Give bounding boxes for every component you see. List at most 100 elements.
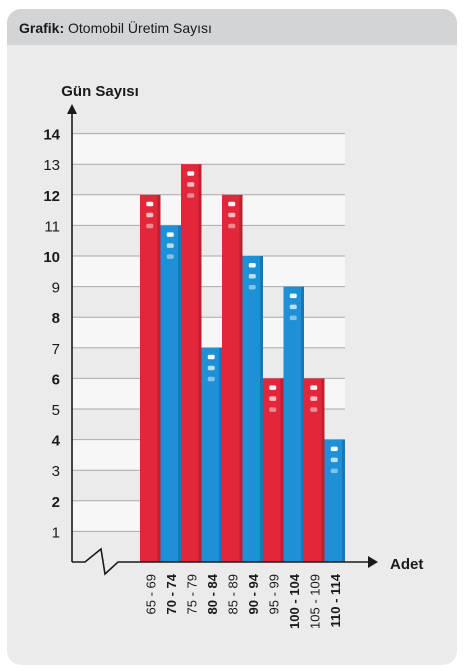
bar	[304, 378, 325, 562]
bar	[324, 439, 345, 562]
bar-105-109	[304, 378, 325, 562]
bar-shade	[260, 256, 263, 562]
y-tick-label: 1	[52, 524, 60, 541]
y-tick-label: 6	[52, 371, 60, 388]
bar-highlight	[269, 407, 277, 412]
bar-highlight	[310, 396, 318, 401]
y-tick-label: 9	[52, 280, 60, 297]
bar-highlight	[269, 396, 277, 401]
x-tick-label: 105 - 109	[307, 574, 322, 629]
bar-110-114	[324, 439, 345, 562]
y-tick-label: 11	[44, 218, 60, 235]
bar-highlight	[146, 201, 154, 207]
x-axis-line	[72, 547, 368, 576]
y-tick-label: 3	[52, 463, 60, 480]
bar-shade	[157, 194, 161, 563]
x-tick-label: 80 - 84	[205, 573, 220, 614]
y-tick-label: 2	[52, 494, 60, 511]
bar-highlight	[187, 171, 195, 176]
x-axis-arrow	[368, 556, 378, 568]
grid-band	[72, 133, 345, 165]
bar-shade	[342, 439, 345, 562]
bar-70-74	[160, 225, 181, 562]
bar	[222, 194, 243, 563]
bar-shade	[239, 194, 243, 563]
chart-title: Grafik: Otomobil Üretim Sayısı	[19, 20, 212, 36]
bar-shade	[321, 378, 325, 562]
bar-highlight	[330, 446, 338, 452]
grid-band	[72, 194, 345, 226]
bar-highlight	[289, 315, 297, 321]
y-tick-label: 13	[43, 157, 60, 174]
bar-highlight	[166, 243, 174, 248]
x-tick-label: 65 - 69	[143, 574, 158, 614]
bar-shade	[198, 164, 202, 562]
bar-highlight	[289, 304, 297, 310]
chart-header: Grafik: Otomobil Üretim Sayısı	[7, 9, 457, 45]
y-axis-label: Gün Sayısı	[61, 83, 139, 100]
bar-highlight	[269, 385, 277, 390]
bar-highlight	[166, 254, 174, 259]
bar	[160, 225, 181, 562]
bar-highlight	[166, 232, 174, 237]
bar-highlight	[228, 212, 236, 218]
grid-band	[72, 256, 345, 287]
bar	[181, 164, 202, 562]
bar-shade	[219, 347, 222, 562]
bar-100-104	[283, 286, 304, 562]
y-tick-label: 12	[43, 188, 60, 205]
x-tick-label: 70 - 74	[164, 573, 179, 614]
y-tick-label: 7	[52, 341, 60, 358]
bar-highlight	[187, 182, 195, 187]
bar	[283, 286, 304, 562]
y-axis-arrow	[67, 104, 77, 114]
y-tick-label: 5	[52, 402, 60, 419]
x-axis-label: Adet	[390, 556, 423, 573]
y-tick-label: 8	[52, 310, 60, 327]
bar-highlight	[330, 457, 338, 463]
x-tick-labels: 65 - 69 70 - 74 75 - 79 80 - 84 85 - 89 90 - …	[143, 573, 343, 629]
bar-90-94	[242, 256, 263, 562]
bar-75-79	[181, 164, 202, 562]
x-tick-label: 95 - 99	[266, 574, 281, 614]
bar-highlight	[228, 201, 236, 207]
bar-85-89	[222, 194, 243, 563]
axes	[67, 104, 378, 576]
bar-shade	[178, 225, 181, 562]
bar-highlight	[330, 468, 338, 474]
x-tick-label: 90 - 94	[246, 573, 261, 614]
bar-highlight	[228, 223, 236, 229]
bar	[263, 378, 284, 562]
bar-shade	[280, 378, 284, 562]
grid-band	[72, 317, 345, 348]
x-tick-label: 100 - 104	[287, 573, 302, 629]
bar-shade	[301, 286, 304, 562]
x-tick-label: 85 - 89	[225, 574, 240, 614]
bar-highlight	[248, 274, 256, 279]
bar-95-99	[263, 378, 284, 562]
y-tick-label: 4	[52, 433, 61, 450]
bar-highlight	[146, 212, 154, 218]
bar	[140, 194, 161, 563]
bar-highlight	[248, 263, 256, 268]
x-tick-label: 75 - 79	[184, 574, 199, 614]
x-tick-label: 110 - 114	[328, 573, 343, 627]
bar-80-84	[201, 347, 222, 562]
bar-highlight	[146, 223, 154, 229]
bar-highlight	[248, 285, 256, 290]
bars	[140, 164, 345, 563]
bar-highlight	[207, 365, 215, 371]
bar-highlight	[310, 385, 318, 390]
y-tick-label: 10	[43, 249, 60, 266]
bar-highlight	[207, 376, 215, 382]
chart-subtitle: Otomobil Üretim Sayısı	[68, 20, 212, 36]
bar-highlight	[289, 293, 297, 299]
bar	[242, 256, 263, 562]
bar	[201, 347, 222, 562]
bar-highlight	[187, 193, 195, 198]
bar-65-69	[140, 194, 161, 563]
bar-highlight	[207, 354, 215, 360]
y-tick-label: 14	[43, 127, 60, 144]
